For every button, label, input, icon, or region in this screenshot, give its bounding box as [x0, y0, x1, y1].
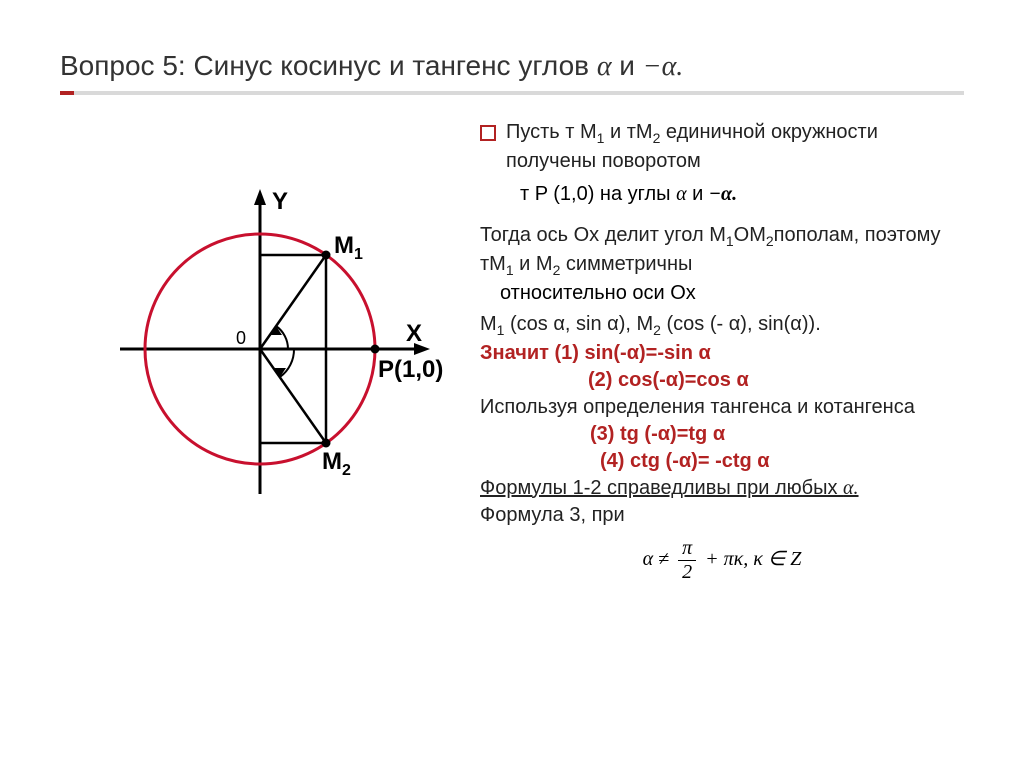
bullet-2-text: т P (1,0) на углы α и −α.	[480, 181, 964, 208]
bullet-icon	[480, 125, 496, 141]
line-7: (2) cos(-α)=cos α	[480, 367, 964, 394]
formula-condition: α ≠ π2 + πκ, κ ∈ Z	[480, 537, 964, 584]
title-and: и	[612, 50, 643, 81]
svg-text:M2: M2	[322, 448, 351, 479]
p-label: P(1,0)	[378, 356, 443, 383]
unit-circle-diagram: Y X 0 M1 M2 P(1,0)	[60, 149, 460, 549]
line-5: M1 (cos α, sin α), M2 (cos (- α), sin(α)…	[480, 311, 964, 340]
line-12: Формула 3, при	[480, 502, 964, 529]
m1-label: M	[334, 232, 354, 259]
bullet-1-text: Пусть т M1 и тM2 единичной окружности по…	[506, 119, 964, 175]
line-3: Тогда ось Ox делит угол M1OM2пополам, по…	[480, 222, 964, 280]
svg-text:M1: M1	[334, 232, 363, 263]
line-4: относительно оси Ox	[480, 280, 964, 307]
line-11: Формулы 1-2 справедливы при любых α.	[480, 475, 964, 502]
title-underline	[60, 91, 964, 95]
origin-label: 0	[236, 328, 246, 348]
line-10: (4) ctg (-α)= -ctg α	[480, 448, 964, 475]
axis-y-label: Y	[272, 188, 288, 215]
axis-x-label: X	[406, 320, 422, 347]
title-alpha1: α	[597, 51, 612, 82]
line-6: Значит (1) sin(-α)=-sin α	[480, 340, 964, 367]
line-9: (3) tg (-α)=tg α	[480, 421, 964, 448]
m2-label: M	[322, 448, 342, 475]
title-prefix: Вопрос 5: Синус косинус и тангенс углов	[60, 50, 597, 81]
line-8: Используя определения тангенса и котанге…	[480, 394, 964, 421]
title-alpha2: −α.	[643, 51, 684, 82]
